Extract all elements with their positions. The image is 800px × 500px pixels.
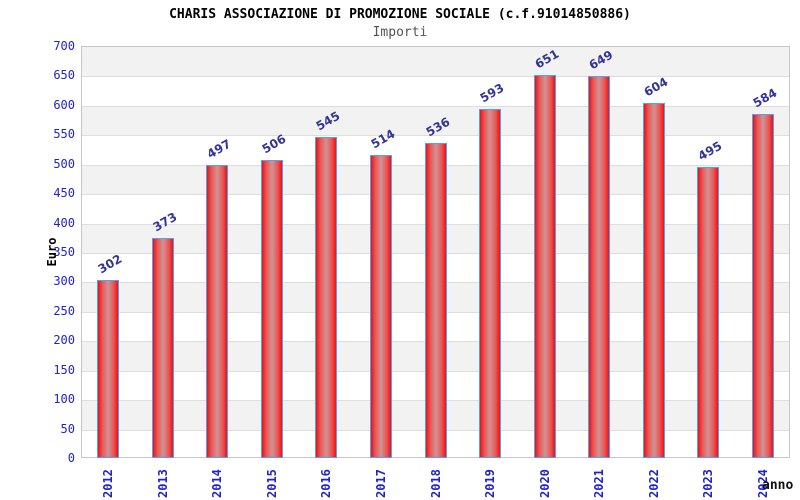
y-tick-label: 150 bbox=[53, 362, 75, 377]
bar-2017 bbox=[369, 155, 392, 458]
y-tick-label: 250 bbox=[53, 303, 75, 318]
x-tick-label: 2012 bbox=[101, 469, 116, 498]
x-tick-label: 2020 bbox=[537, 469, 552, 498]
bar-2013 bbox=[151, 238, 174, 458]
y-tick-label: 700 bbox=[53, 39, 75, 53]
gridline bbox=[82, 135, 789, 137]
plot-area bbox=[81, 46, 790, 458]
bar-2021 bbox=[588, 76, 611, 458]
y-tick-label: 600 bbox=[53, 97, 75, 112]
x-tick-label: 2023 bbox=[701, 469, 716, 498]
y-tick-label: 500 bbox=[53, 156, 75, 171]
y-tick-label: 350 bbox=[53, 245, 75, 259]
y-tick-label: 50 bbox=[60, 421, 75, 436]
x-tick-label: 2014 bbox=[210, 469, 225, 498]
bar-2019 bbox=[479, 108, 502, 458]
x-tick-label: 2019 bbox=[483, 469, 498, 498]
x-tick-label: 2015 bbox=[264, 469, 279, 498]
y-tick-label: 400 bbox=[53, 215, 75, 230]
x-tick-label: 2016 bbox=[319, 469, 334, 498]
x-tick-label: 2018 bbox=[428, 469, 443, 498]
chart-title: CHARIS ASSOCIAZIONE DI PROMOZIONE SOCIAL… bbox=[169, 7, 631, 22]
x-axis-title: anno bbox=[762, 478, 794, 493]
x-tick-label: 2022 bbox=[646, 469, 661, 498]
bar-2015 bbox=[260, 160, 283, 458]
y-tick-label: 0 bbox=[67, 451, 75, 465]
y-tick-label: 100 bbox=[53, 392, 75, 407]
gridline bbox=[82, 105, 789, 107]
y-tick-label: 300 bbox=[53, 274, 75, 289]
bar-2018 bbox=[424, 142, 447, 458]
bar-2024 bbox=[751, 114, 774, 458]
bar-2022 bbox=[642, 102, 665, 458]
x-tick-label: 2013 bbox=[155, 469, 170, 498]
y-tick-label: 200 bbox=[53, 333, 75, 348]
x-tick-label: 2017 bbox=[373, 469, 388, 498]
bar-2020 bbox=[533, 74, 556, 458]
bar-2023 bbox=[697, 166, 720, 458]
shaded-band bbox=[82, 47, 789, 77]
y-tick-label: 650 bbox=[53, 68, 75, 83]
bar-2012 bbox=[97, 280, 120, 458]
y-tick-label: 550 bbox=[53, 127, 75, 142]
x-tick-label: 2021 bbox=[592, 469, 607, 498]
y-tick-label: 450 bbox=[53, 186, 75, 201]
bar-2014 bbox=[206, 165, 229, 458]
chart-subtitle: Importi bbox=[372, 25, 428, 40]
bar-2016 bbox=[315, 137, 338, 458]
y-axis-title: Euro bbox=[45, 237, 59, 267]
gridline bbox=[82, 76, 789, 78]
shaded-band bbox=[82, 105, 789, 136]
